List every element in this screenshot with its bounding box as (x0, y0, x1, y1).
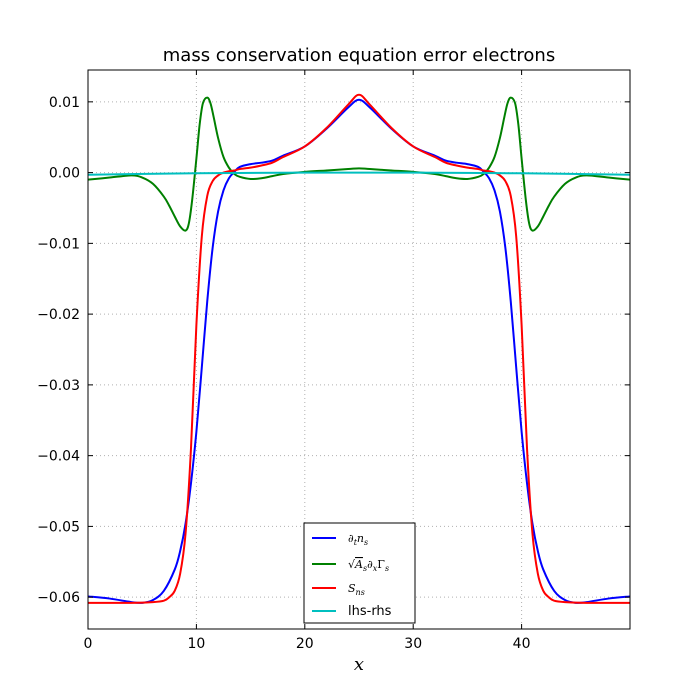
plot-frame (87, 69, 631, 630)
legend-box (303, 522, 416, 624)
x-tick-label: 20 (296, 636, 314, 652)
chart-title: mass conservation equation error electro… (163, 45, 555, 66)
y-tick-label: −0.04 (37, 449, 80, 465)
y-tick-label: 0.00 (49, 166, 80, 182)
x-tick-label: 40 (513, 636, 531, 652)
y-tick-label: −0.02 (37, 307, 80, 323)
y-tick-label: −0.05 (37, 519, 80, 535)
y-tick-label: 0.01 (49, 95, 80, 111)
series-line-sns (87, 93, 631, 604)
series-line-flux (87, 96, 631, 232)
legend: ∂tns √As∂xΓs Sns lhs-rhs (303, 522, 416, 624)
x-tick-label: 30 (404, 636, 422, 652)
series-line-lhs-rhs (87, 171, 631, 176)
plot-lines (87, 93, 631, 604)
y-tick-label: −0.01 (37, 236, 80, 252)
axis-ticks (87, 70, 630, 629)
legend-label-lhs-rhs: lhs-rhs (348, 604, 392, 619)
series-line-dtns (87, 98, 631, 604)
legend-label-dtns: ∂tns (348, 532, 368, 547)
y-tick-label: −0.03 (37, 378, 80, 394)
legend-label-flux: √As∂xΓs (348, 558, 389, 573)
x-axis-label: x (354, 654, 364, 675)
x-tick-label: 0 (84, 636, 93, 652)
x-tick-label: 10 (187, 636, 205, 652)
y-tick-labels: 0.01 0.00 −0.01 −0.02 −0.03 −0.04 −0.05 −0.06 (37, 95, 80, 606)
y-tick-label: −0.06 (37, 590, 80, 606)
x-tick-labels: 0 10 20 30 40 (84, 636, 531, 652)
